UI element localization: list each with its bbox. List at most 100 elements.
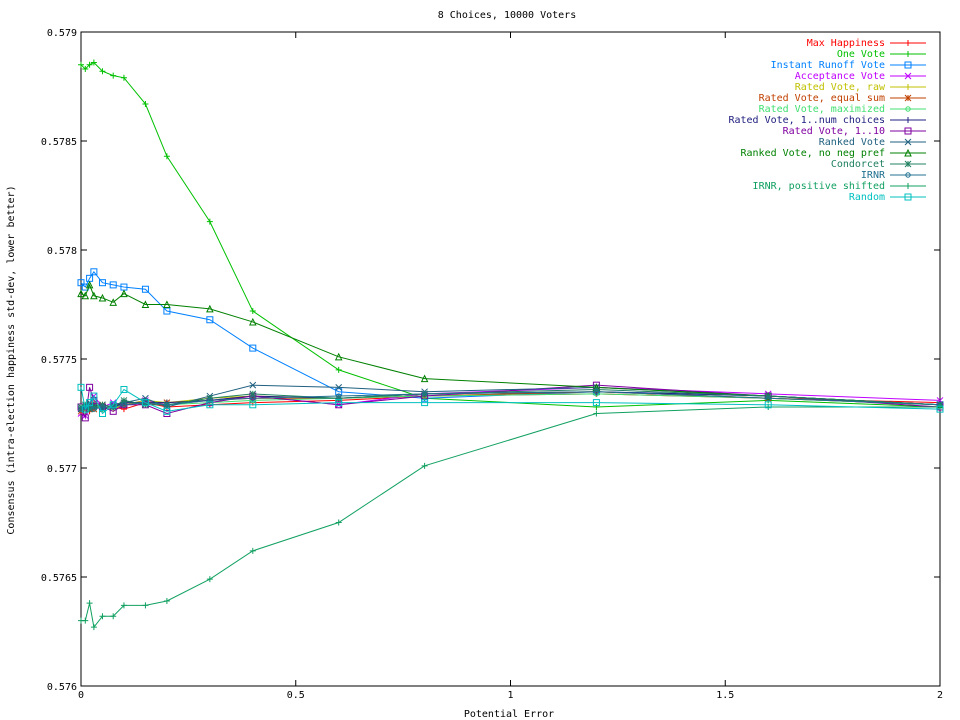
data-point	[207, 397, 213, 404]
legend-label: Instant Runoff Vote	[771, 60, 885, 71]
series-14	[77, 383, 944, 417]
data-point	[206, 304, 214, 313]
legend-marker	[905, 106, 911, 112]
data-point	[141, 399, 149, 407]
legend-label: IRNR	[861, 170, 886, 181]
series-lines	[77, 59, 944, 631]
data-point	[82, 617, 89, 624]
legend-marker	[905, 84, 911, 90]
data-point	[142, 394, 149, 402]
data-point	[249, 547, 256, 554]
chart-title: 8 Choices, 10000 Voters	[438, 10, 576, 21]
data-point	[90, 624, 97, 631]
data-point	[163, 153, 170, 160]
legend-label: Rated Vote, raw	[795, 82, 886, 93]
data-point	[90, 59, 97, 66]
series-2	[77, 268, 944, 409]
legend-marker	[904, 94, 912, 102]
data-point	[86, 383, 94, 391]
data-point	[90, 392, 98, 400]
y-axis-label: Consensus (intra-election happiness std-…	[6, 185, 17, 534]
legend-label: One Vote	[837, 49, 885, 60]
legend-marker	[905, 51, 911, 57]
data-point	[141, 285, 149, 293]
data-point	[765, 395, 771, 401]
data-point	[86, 405, 93, 413]
legend-label: Rated Vote, maximized	[759, 104, 885, 115]
series-line	[80, 270, 941, 406]
data-point	[141, 300, 150, 308]
data-point	[120, 397, 128, 404]
data-point	[336, 393, 342, 399]
legend-label: Acceptance Vote	[795, 71, 885, 82]
legend-label: Condorcet	[831, 159, 885, 170]
series-line	[80, 384, 941, 420]
data-point	[110, 72, 117, 79]
legend-marker	[905, 172, 911, 178]
data-point	[206, 401, 214, 409]
data-point	[98, 410, 106, 417]
legend-label: Ranked Vote	[819, 137, 885, 148]
legend-marker	[904, 72, 912, 80]
data-point	[164, 402, 170, 408]
series-line	[80, 391, 941, 410]
data-point	[98, 293, 107, 302]
y-tick-label: 0.577	[47, 464, 77, 475]
x-tick-label: 1	[507, 690, 513, 701]
data-point	[592, 399, 600, 407]
data-point	[421, 399, 429, 407]
legend-label: Random	[849, 192, 885, 203]
data-point	[81, 414, 89, 422]
data-point	[86, 61, 93, 68]
data-point	[142, 602, 149, 609]
data-point	[206, 218, 213, 225]
data-point	[91, 406, 97, 412]
legend-marker	[904, 193, 912, 201]
data-point	[109, 281, 117, 289]
data-point	[335, 399, 343, 407]
data-point	[249, 390, 257, 398]
y-tick-label: 0.5775	[41, 355, 77, 366]
data-point	[593, 389, 600, 395]
data-point	[206, 316, 214, 324]
data-point	[78, 406, 84, 412]
data-point	[335, 383, 343, 391]
data-point	[81, 291, 90, 300]
data-point	[421, 391, 428, 397]
data-point	[120, 74, 127, 81]
legend-marker	[905, 117, 911, 123]
data-point	[78, 61, 84, 68]
series-12	[78, 389, 943, 412]
data-point	[85, 280, 94, 289]
series-line	[81, 406, 940, 629]
x-tick-label: 2	[937, 690, 943, 701]
data-point	[334, 352, 343, 361]
data-point	[764, 401, 772, 409]
legend-label: Ranked Vote, no neg pref	[741, 148, 886, 159]
data-point	[249, 401, 257, 409]
data-point	[420, 374, 429, 383]
legend-marker	[904, 61, 912, 69]
data-point	[110, 613, 117, 620]
data-point	[163, 307, 171, 315]
legend-marker	[905, 183, 911, 189]
legend-label: Rated Vote, 1..10	[783, 126, 885, 137]
data-point	[249, 308, 256, 315]
y-tick-label: 0.5785	[41, 137, 77, 148]
data-point	[593, 410, 600, 417]
data-point	[109, 298, 118, 306]
data-point	[90, 291, 98, 300]
data-point	[163, 407, 171, 415]
data-point	[936, 405, 944, 413]
data-point	[121, 402, 127, 408]
data-point	[335, 366, 342, 373]
legend-label: Max Happiness	[807, 38, 885, 49]
data-point	[421, 462, 428, 469]
data-point	[248, 317, 257, 326]
data-point	[249, 344, 257, 352]
series-line	[80, 283, 941, 406]
y-tick-label: 0.579	[47, 28, 77, 39]
data-point	[249, 381, 257, 389]
x-axis-label: Potential Error	[464, 709, 554, 720]
